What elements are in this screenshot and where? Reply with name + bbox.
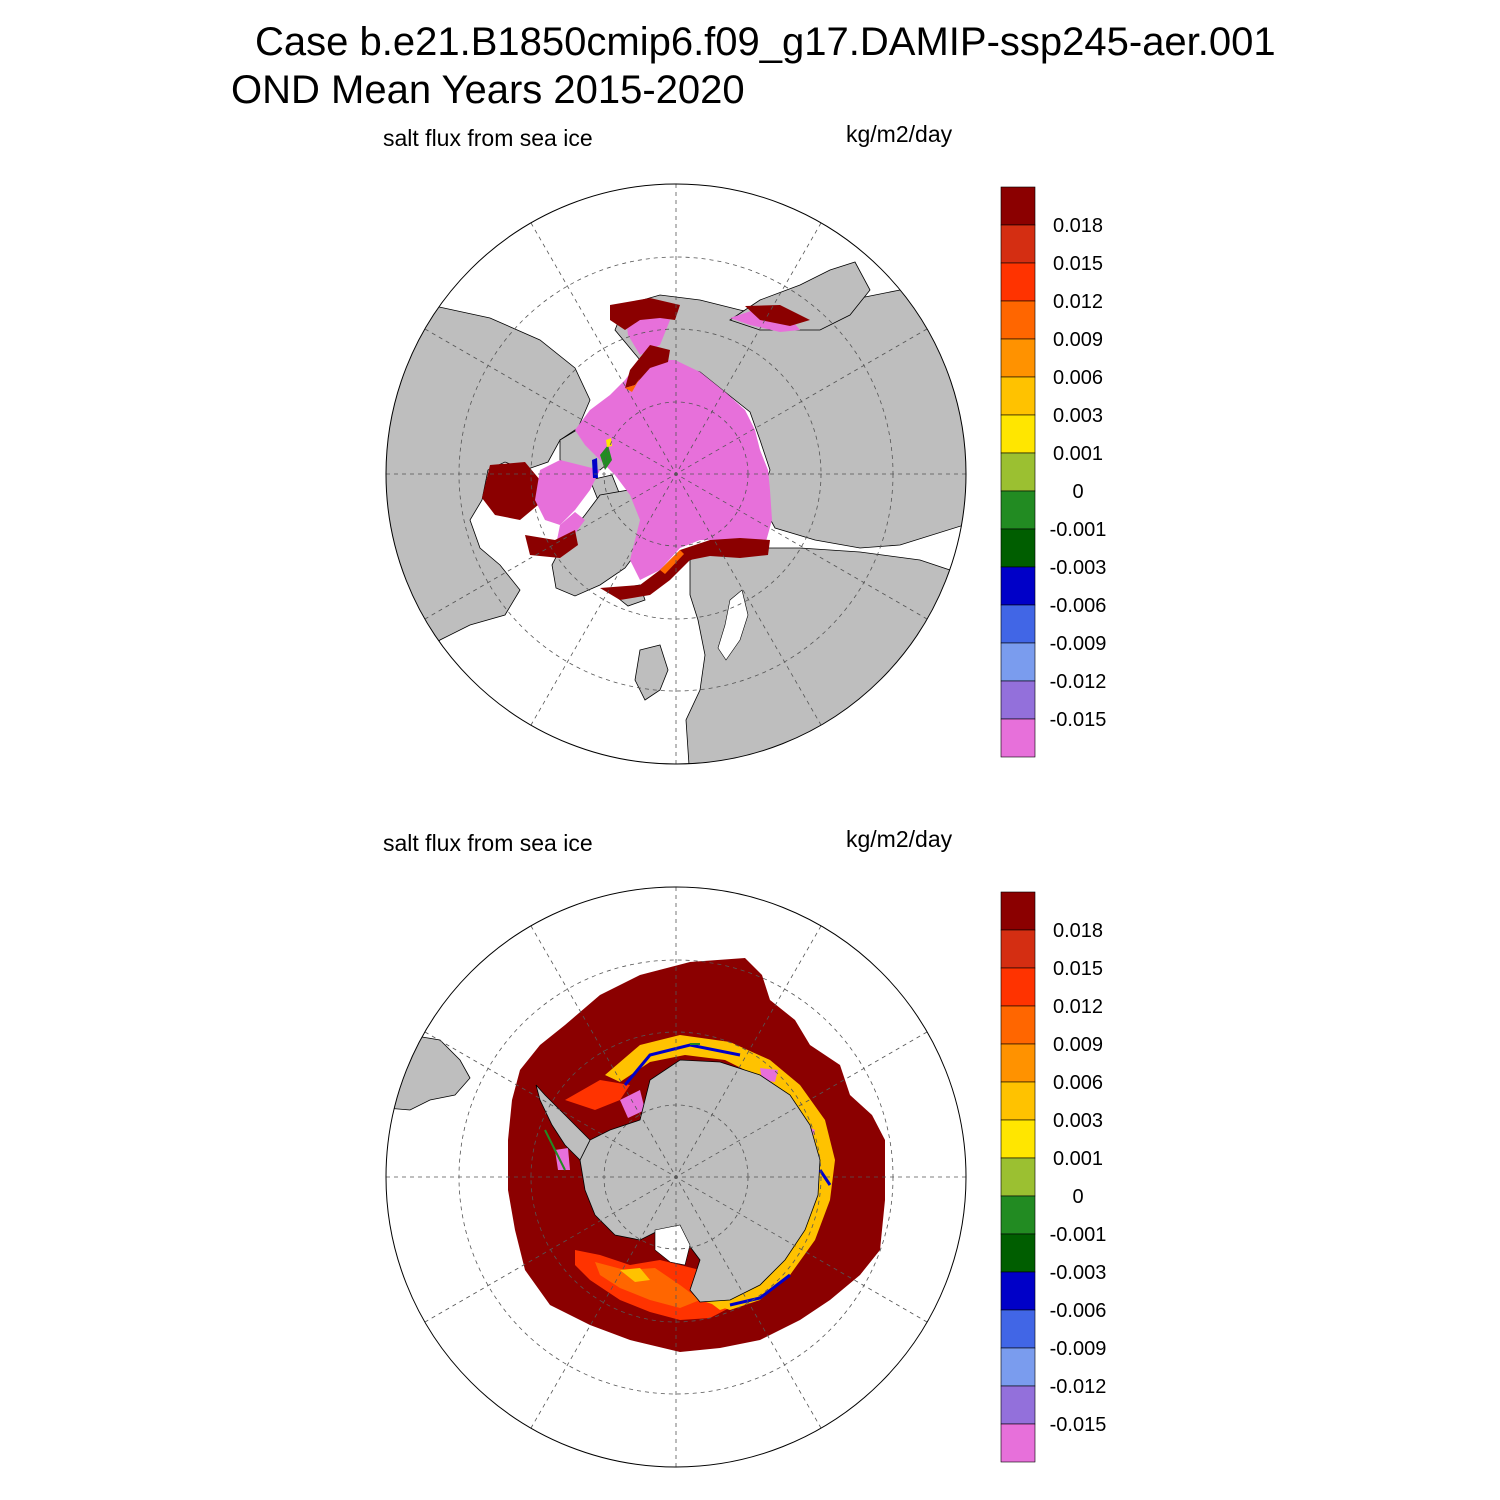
weddell-pocket-negative-flux: [620, 1090, 645, 1118]
south-colorbar: 0.018 0.015 0.012 0.009 0.006 0.003 0.001 0 -0.0…: [1000, 891, 1107, 1463]
south-colorbar-label: 0.015: [1053, 958, 1103, 980]
south-colorbar-swatch-14: [1000, 1423, 1036, 1463]
north-colorbar-swatch-1: [1000, 224, 1036, 264]
north-colorbar-label: 0.003: [1053, 405, 1103, 427]
baltic-sea: [717, 589, 749, 661]
south-colorbar-label: 0: [1072, 1186, 1083, 1208]
south-colorbar-swatch-11: [1000, 1309, 1036, 1349]
north-colorbar-swatch-9: [1000, 528, 1036, 568]
arctic-sea-ice-negative-flux: [575, 360, 772, 580]
figure-title-period: OND Mean Years 2015-2020: [231, 68, 745, 112]
peninsula-pocket-negative-flux: [555, 1148, 570, 1170]
ross-sea-moderate-growth: [595, 1262, 700, 1308]
south-colorbar-label: 0.012: [1053, 996, 1103, 1018]
south-panel-units-label: kg/m2/day: [846, 826, 953, 852]
north-colorbar-label: 0.015: [1053, 253, 1103, 275]
okhotsk-ice-growth: [745, 305, 810, 326]
south-colorbar-swatch-3: [1000, 1005, 1036, 1045]
antarctic-graticule: [386, 887, 966, 1467]
south-colorbar-swatch-5: [1000, 1081, 1036, 1121]
hudson-bay-ice-growth: [482, 462, 540, 520]
south-colorbar-label: 0.006: [1053, 1072, 1103, 1094]
north-colorbar-label: 0: [1072, 481, 1083, 503]
north-colorbar-label: -0.003: [1050, 557, 1107, 579]
arctic-map-border: [385, 183, 967, 765]
archipelago-ice-negative-flux: [535, 460, 600, 525]
north-panel-units-label: kg/m2/day: [846, 121, 953, 147]
south-colorbar-swatch-10: [1000, 1271, 1036, 1311]
north-colorbar-label: 0.006: [1053, 367, 1103, 389]
north-colorbar-swatch-11: [1000, 604, 1036, 644]
north-colorbar-swatch-4: [1000, 338, 1036, 378]
coastal-near-zero-line: [544, 1043, 700, 1171]
labrador-sea-ice-growth: [525, 530, 578, 558]
north-colorbar-swatch-12: [1000, 642, 1036, 682]
south-colorbar-swatch-12: [1000, 1347, 1036, 1387]
south-colorbar-label: -0.001: [1050, 1224, 1107, 1246]
beaufort-margin-orange: [625, 378, 640, 392]
north-colorbar-swatch-2: [1000, 262, 1036, 302]
south-colorbar-label: -0.003: [1050, 1262, 1107, 1284]
bering-sea-ice-growth: [610, 298, 680, 330]
south-colorbar-label: 0.018: [1053, 920, 1103, 942]
north-colorbar-label: -0.015: [1050, 709, 1107, 731]
arctic-graticule: [386, 184, 966, 764]
north-colorbar-swatch-8: [1000, 490, 1036, 530]
ross-ice-shelf: [654, 1224, 691, 1266]
north-colorbar-swatch-5: [1000, 376, 1036, 416]
north-colorbar-label: -0.001: [1050, 519, 1107, 541]
north-colorbar-label: 0.012: [1053, 291, 1103, 313]
north-colorbar-swatch-6: [1000, 414, 1036, 454]
coastal-negative-flux-line: [623, 1043, 832, 1307]
north-colorbar-label: 0.009: [1053, 329, 1103, 351]
south-colorbar-swatch-6: [1000, 1119, 1036, 1159]
north-colorbar-label: -0.006: [1050, 595, 1107, 617]
south-colorbar-label: 0.001: [1053, 1148, 1103, 1170]
north-colorbar-label: 0.018: [1053, 215, 1103, 237]
south-panel-variable-label: salt flux from sea ice: [383, 830, 593, 856]
british-isles: [634, 644, 669, 701]
south-colorbar-swatch-8: [1000, 1195, 1036, 1235]
barents-margin-orange: [660, 550, 684, 574]
figure-title-case: Case b.e21.B1850cmip6.f09_g17.DAMIP-ssp2…: [255, 20, 1276, 64]
north-colorbar-label: -0.009: [1050, 633, 1107, 655]
south-colorbar-label: 0.009: [1053, 1034, 1103, 1056]
south-colorbar-label: -0.006: [1050, 1300, 1107, 1322]
beaufort-margin: [625, 345, 670, 388]
north-colorbar-swatch-7: [1000, 452, 1036, 492]
coastal-flux-band: [605, 1035, 835, 1310]
south-colorbar-swatch-1: [1000, 929, 1036, 969]
north-colorbar-label: 0.001: [1053, 443, 1103, 465]
antarctic-map: [385, 886, 967, 1468]
antarctic-peninsula: [535, 1084, 591, 1161]
south-colorbar-label: -0.015: [1050, 1414, 1107, 1436]
south-colorbar-swatch-2: [1000, 967, 1036, 1007]
north-colorbar-swatch-14: [1000, 718, 1036, 758]
arctic-map: [385, 183, 967, 765]
north-colorbar: 0.018 0.015 0.012 0.009 0.006 0.003 0.001 0 -0.0…: [1000, 186, 1107, 758]
north-colorbar-swatch-10: [1000, 566, 1036, 606]
barents-sea-ice-growth: [600, 538, 770, 600]
archipelago-weak-negative-flux: [592, 458, 598, 478]
south-colorbar-swatch-13: [1000, 1385, 1036, 1425]
south-colorbar-label: -0.009: [1050, 1338, 1107, 1360]
south-colorbar-label: 0.003: [1053, 1110, 1103, 1132]
north-panel-variable-label: salt flux from sea ice: [383, 125, 593, 151]
south-colorbar-swatch-4: [1000, 1043, 1036, 1083]
south-colorbar-swatch-9: [1000, 1233, 1036, 1273]
north-colorbar-swatch-0: [1000, 186, 1036, 226]
south-colorbar-swatch-0: [1000, 891, 1036, 931]
antarctic-map-border: [385, 886, 967, 1468]
antarctica-landmass: [579, 1059, 821, 1303]
south-colorbar-swatch-7: [1000, 1157, 1036, 1197]
north-colorbar-label: -0.012: [1050, 671, 1107, 693]
north-colorbar-swatch-13: [1000, 680, 1036, 720]
weddell-sea-margin-growth: [565, 1080, 630, 1110]
south-colorbar-label: -0.012: [1050, 1376, 1107, 1398]
north-colorbar-swatch-3: [1000, 300, 1036, 340]
siberia-landmass: [614, 289, 966, 549]
europe-landmass: [685, 544, 966, 764]
